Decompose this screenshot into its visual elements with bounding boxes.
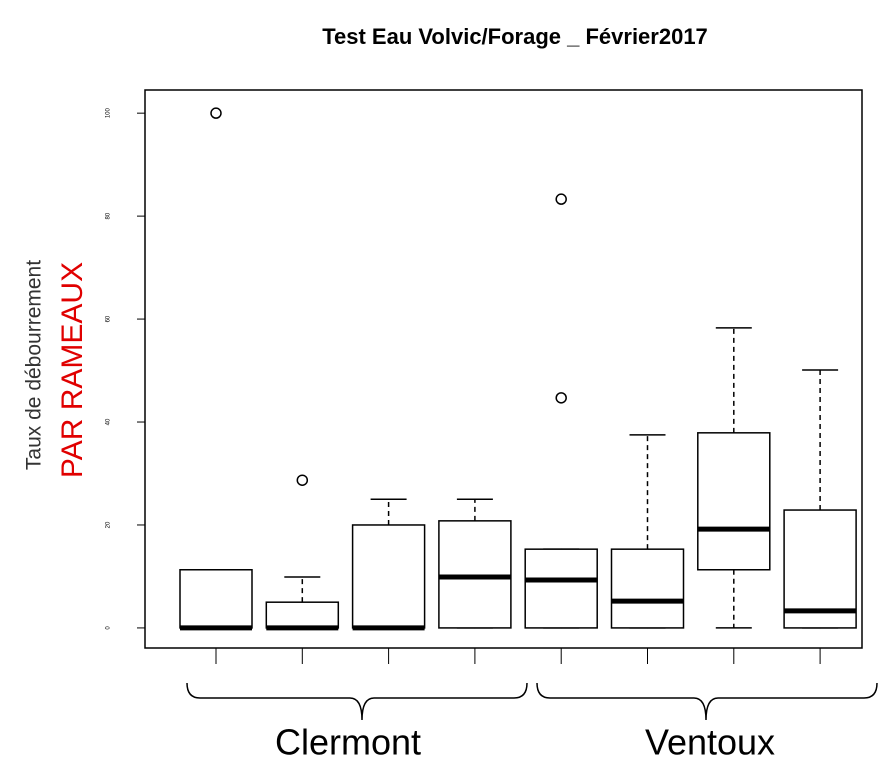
group-label: Clermont [275,722,421,759]
group-brace [186,682,528,721]
box [179,569,253,629]
y-tick-label: 100 [106,107,112,118]
y-tick-label: 40 [106,418,112,425]
y-tick-label: 80 [106,212,112,219]
box [351,524,426,629]
box [438,520,512,629]
y-tick-label: 0 [106,626,112,630]
box [610,548,685,629]
outlier [296,474,309,486]
chart-title: Test Eau Volvic/Forage _ Février2017 [322,24,708,49]
box [697,432,771,571]
outlier [210,107,222,119]
box [524,548,598,629]
group-label: Ventoux [645,722,775,759]
outlier [555,193,567,205]
y-axis-label: Taux de débourrement [23,260,46,470]
plot-frame [144,89,863,649]
group-brace [536,682,878,721]
y-tick-label: 60 [106,315,112,322]
box [783,509,857,629]
y-tick-label: 20 [106,521,112,528]
outlier [555,392,567,404]
y-axis-note: PAR RAMEAUX [56,262,89,478]
box [265,601,340,629]
